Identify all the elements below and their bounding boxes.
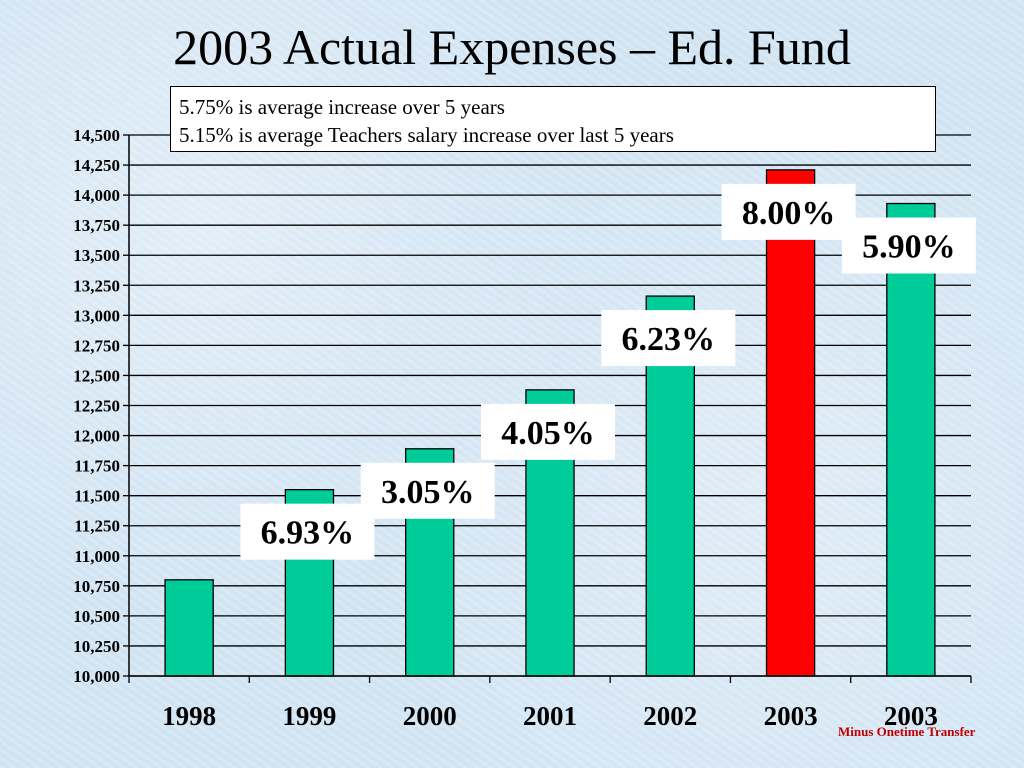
x-tick-label: 2003 <box>884 701 938 731</box>
y-tick-label: 11,250 <box>74 517 120 536</box>
y-tick-label: 13,500 <box>73 246 120 265</box>
data-label-text: 6.23% <box>622 321 716 358</box>
y-tick-label: 11,500 <box>74 487 120 506</box>
axes: 10,000 10,250 10,500 10,750 11,000 11,250 11,5… <box>73 126 972 731</box>
data-label-box <box>481 403 615 460</box>
y-tick-label: 13,000 <box>73 306 120 325</box>
data-label-box <box>360 462 495 519</box>
bar <box>164 579 214 677</box>
note-box: 5.75% is average increase over 5 years 5… <box>170 86 936 152</box>
y-tick-label: 12,000 <box>73 427 120 446</box>
bar <box>886 202 936 677</box>
footnote: Minus Onetime Transfer <box>838 724 976 739</box>
bar <box>765 169 816 677</box>
x-tick-label: 2002 <box>643 701 697 731</box>
y-tick-label: 10,500 <box>73 607 120 626</box>
data-label-box <box>721 183 856 240</box>
y-tick-label: 10,250 <box>73 637 120 656</box>
data-label: 8.00% <box>721 183 856 240</box>
y-tick-label: 12,500 <box>73 366 120 385</box>
slide-title: 2003 Actual Expenses – Ed. Fund <box>173 19 851 75</box>
y-tick-label: 10,750 <box>73 577 120 596</box>
data-label: 6.23% <box>601 310 736 367</box>
y-tick-label: 12,250 <box>73 397 120 416</box>
data-label-box <box>601 310 736 367</box>
x-tick-label: 2000 <box>403 701 457 731</box>
x-tick-label: 2001 <box>523 701 577 731</box>
data-label-text: 4.05% <box>501 415 595 452</box>
bars <box>164 169 936 677</box>
data-label: 5.90% <box>841 217 976 274</box>
data-label-text: 3.05% <box>381 474 475 511</box>
data-label: 6.93% <box>240 503 375 560</box>
data-label-text: 8.00% <box>742 195 836 232</box>
note-line-2: 5.15% is average Teachers salary increas… <box>179 123 674 147</box>
data-label: 3.05% <box>360 462 495 519</box>
x-tick-label: 2003 <box>764 701 818 731</box>
y-tick-label: 10,000 <box>73 667 120 686</box>
y-tick-label: 14,500 <box>73 126 120 145</box>
data-labels: 6.93% 3.05% 4.05% 6.23% 8.00% 5.90% <box>240 183 976 560</box>
note-line-1: 5.75% is average increase over 5 years <box>179 95 505 119</box>
data-label-box <box>240 503 375 560</box>
x-tick-label: 1998 <box>162 701 216 731</box>
y-tick-label: 14,250 <box>73 156 120 175</box>
y-tick-label: 12,750 <box>73 336 120 355</box>
y-tick-label: 11,750 <box>74 457 120 476</box>
data-label-box <box>841 217 976 274</box>
x-tick-label: 1999 <box>282 701 336 731</box>
data-label-text: 6.93% <box>261 515 355 552</box>
y-tick-label: 11,000 <box>74 547 120 566</box>
y-tick-label: 14,000 <box>73 186 120 205</box>
y-tick-label: 13,250 <box>73 276 120 295</box>
y-tick-label: 13,750 <box>73 216 120 235</box>
data-label: 4.05% <box>481 403 615 460</box>
data-label-text: 5.90% <box>862 229 956 266</box>
